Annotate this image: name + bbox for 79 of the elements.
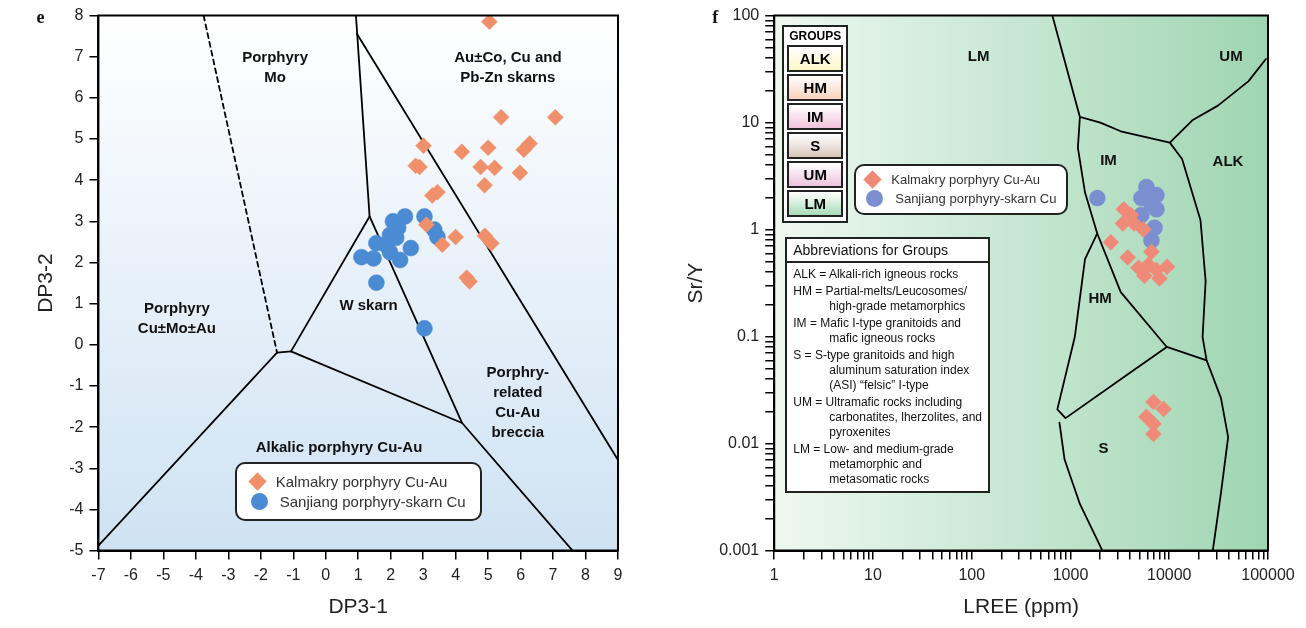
y-tick-label: 2: [74, 252, 84, 270]
chart-title: f: [712, 7, 720, 28]
key-swatch: LM: [787, 189, 844, 217]
key-swatch: S: [787, 131, 844, 159]
x-tick-label: -5: [156, 565, 171, 583]
y-tick-label: -2: [69, 417, 84, 435]
annotation: UM: [1219, 46, 1243, 64]
y-tick-label: 0.1: [736, 327, 760, 345]
key-swatch: HM: [787, 73, 844, 101]
x-tick-label: -2: [253, 565, 268, 583]
annotation: LM: [967, 46, 990, 64]
y-tick-label: 8: [74, 6, 84, 24]
x-tick-label: -1: [286, 565, 301, 583]
y-tick-label: 100: [732, 6, 760, 24]
y-tick-label: 0.001: [719, 541, 760, 559]
key-swatch: UM: [787, 160, 844, 188]
annotation: S = S-type granitoids and high aluminum saturation index (ASI) “felsic” I-type: [792, 346, 971, 394]
x-tick-label: 2: [386, 565, 396, 583]
annotation: Porphry- related Cu-Au breccia: [486, 362, 549, 440]
x-tick-label: -4: [188, 565, 204, 583]
x-tick-label: 1: [769, 565, 779, 583]
y-axis-title: Sr/Y: [683, 262, 707, 304]
y-tick-label: -1: [69, 376, 84, 394]
annotation: Au±Co, Cu and Pb-Zn skarns: [454, 47, 562, 85]
y-tick-label: 1: [74, 294, 84, 312]
y-tick-label: 10: [741, 113, 760, 131]
annotation: Abbreviations for Groups: [787, 238, 989, 263]
key-swatch: ALK: [787, 44, 844, 72]
annotation: Alkalic porphyry Cu-Au: [255, 438, 423, 456]
x-tick-label: 10: [864, 565, 882, 583]
x-tick-label: 8: [581, 565, 591, 583]
annotation: IM = Mafic I-type granitoids and mafic igneous rocks: [792, 314, 962, 347]
y-tick-label: 7: [74, 47, 84, 65]
chart-title: e: [36, 7, 45, 28]
x-tick-label: -6: [123, 565, 139, 583]
y-tick-label: 0: [74, 335, 84, 353]
x-tick-label: 1: [353, 565, 363, 583]
x-tick-label: 100: [958, 565, 986, 583]
y-tick-label: -3: [69, 458, 84, 476]
annotation: Porphyry Mo: [242, 47, 309, 85]
y-tick-label: 6: [74, 88, 84, 106]
x-tick-label: 10000: [1147, 565, 1192, 583]
y-tick-label: 1: [750, 220, 760, 238]
x-tick-label: 1000: [1052, 565, 1089, 583]
annotation: HM: [1088, 289, 1112, 307]
annotation: Porphyry Cu±Mo±Au: [137, 299, 216, 337]
x-tick-label: 100000: [1241, 565, 1295, 583]
y-tick-label: 3: [74, 211, 84, 229]
y-tick-label: 0.01: [728, 434, 760, 452]
x-tick-label: 6: [516, 565, 526, 583]
annotation: ALK: [1212, 152, 1244, 170]
y-tick-label: 5: [74, 129, 84, 147]
legend-label: Kalmakry porphyry Cu-Au: [891, 171, 1041, 187]
x-tick-label: 3: [418, 565, 428, 583]
y-axis-title: DP3-2: [33, 253, 57, 313]
x-tick-label: 5: [483, 565, 493, 583]
x-tick-label: 9: [613, 565, 623, 583]
annotation: LM = Low- and medium-grade metamorphic and metasomatic rocks: [792, 440, 955, 488]
x-axis-title: DP3-1: [328, 594, 388, 618]
x-tick-label: 0: [321, 565, 331, 583]
annotation: UM = Ultramafic rocks including carbonatites, lherzolites, and pyroxenites: [792, 393, 983, 441]
annotation: HM = Partial-melts/Leucosomes/ high-grade metamorphics: [792, 282, 968, 315]
annotation: GROUPS: [788, 28, 843, 43]
y-tick-label: -5: [69, 541, 84, 559]
x-tick-label: -7: [91, 565, 106, 583]
x-axis-title: LREE (ppm): [963, 594, 1079, 618]
annotation: S: [1098, 438, 1109, 456]
annotation: IM: [1100, 151, 1117, 169]
x-tick-label: 4: [451, 565, 461, 583]
legend-label: Sanjiang porphyry-skarn Cu: [895, 190, 1057, 206]
y-tick-label: 4: [74, 170, 84, 188]
legend-label: Sanjiang porphyry-skarn Cu: [279, 492, 466, 510]
annotation: ALK = Alkali-rich igneous rocks: [792, 265, 960, 283]
x-tick-label: -3: [221, 565, 236, 583]
x-tick-label: 7: [548, 565, 558, 583]
y-tick-label: -4: [69, 499, 84, 517]
key-swatch: IM: [787, 102, 844, 130]
annotation: W skarn: [339, 296, 398, 314]
legend-label: Kalmakry porphyry Cu-Au: [275, 472, 448, 490]
